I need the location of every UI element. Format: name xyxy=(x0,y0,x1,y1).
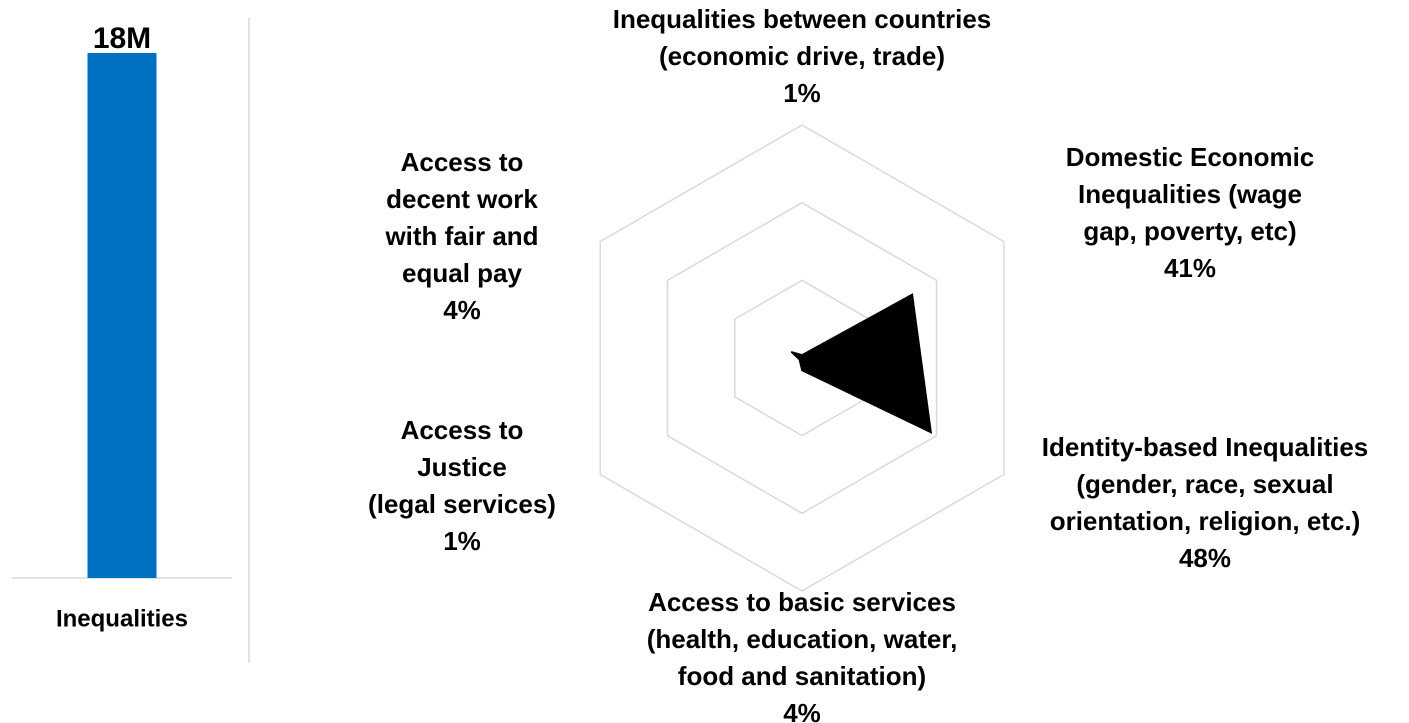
value-label: 41% xyxy=(1163,253,1217,283)
grid-ring xyxy=(599,124,1005,592)
bar xyxy=(87,53,157,578)
value-label: 1% xyxy=(443,526,481,556)
axis-label: Access to basic services (health, educat… xyxy=(647,584,958,723)
category-label: Domestic Economic Inequalities (wage gap… xyxy=(1065,142,1315,246)
value-label: 4% xyxy=(443,295,481,325)
category-label: Inequalities between countries (economic… xyxy=(612,4,992,71)
axis-label: Access to Justice (legal services) 1% xyxy=(368,412,556,560)
axis-label: Access to decent work with fair and equa… xyxy=(385,144,538,329)
value-label: 4% xyxy=(783,698,821,723)
category-label: Identity-based Inequalities (gender, rac… xyxy=(1041,432,1369,536)
category-label: Access to Justice (legal services) xyxy=(368,415,556,519)
value-label: 18M xyxy=(93,22,151,55)
category-label: Access to basic services (health, educat… xyxy=(646,587,958,691)
x-tick-label: Inequalities xyxy=(56,605,188,632)
category-label: Access to decent work with fair and equa… xyxy=(385,147,539,288)
axis-label: Identity-based Inequalities (gender, rac… xyxy=(1042,429,1369,577)
axis-label: Domestic Economic Inequalities (wage gap… xyxy=(1066,139,1315,287)
grid-ring xyxy=(666,201,938,515)
value-label: 48% xyxy=(1178,543,1232,573)
axis-label: Inequalities between countries (economic… xyxy=(613,1,992,112)
radar-area xyxy=(790,293,933,434)
value-label: 1% xyxy=(783,78,821,108)
